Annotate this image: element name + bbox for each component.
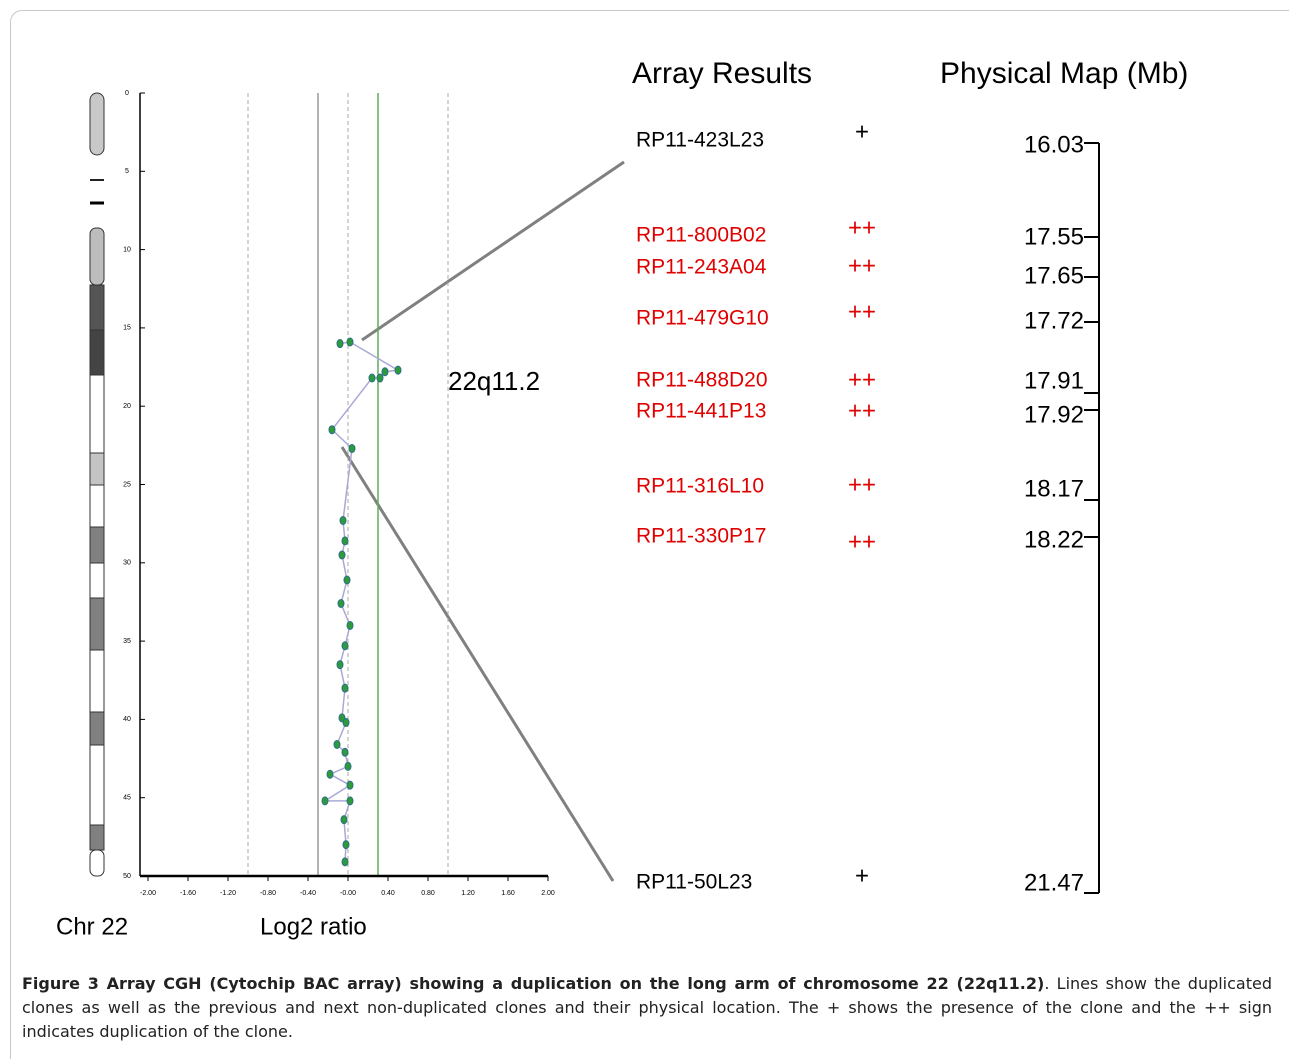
caption-text: . Lines show the duplicated clones as we…	[22, 974, 1273, 1041]
x-tick-label: -1.20	[220, 890, 236, 897]
y-tick-label: 35	[123, 638, 131, 645]
clone-name: RP11-50L23	[636, 871, 752, 894]
x-tick-label: -0.00	[340, 890, 356, 897]
data-point	[394, 365, 402, 375]
clone-result: +	[855, 118, 869, 145]
map-position: 17.92	[1024, 401, 1084, 428]
data-point	[376, 373, 384, 383]
data-point	[346, 337, 354, 347]
y-tick-label: 40	[123, 716, 131, 723]
y-tick-label: 10	[123, 246, 131, 253]
y-tick-label: 0	[125, 90, 129, 97]
clone-result: ++	[848, 298, 876, 325]
data-point	[348, 443, 356, 453]
chromosome-ideogram	[89, 92, 105, 877]
data-point	[368, 373, 376, 383]
data-point	[346, 620, 354, 630]
map-position: 18.22	[1024, 526, 1084, 553]
map-position: 17.91	[1024, 367, 1084, 394]
map-position: 18.17	[1024, 475, 1084, 502]
y-tick-label: 15	[123, 325, 131, 332]
map-position: 16.03	[1024, 131, 1084, 158]
clone-result: ++	[848, 397, 876, 424]
data-point	[340, 815, 348, 825]
data-point	[341, 857, 349, 867]
data-point	[336, 660, 344, 670]
data-point	[341, 536, 349, 546]
data-point	[342, 718, 350, 728]
y-tick-label: 50	[123, 873, 131, 880]
figure-frame	[10, 10, 1289, 1059]
x-tick-label: 1.20	[461, 890, 475, 897]
map-position: 17.72	[1024, 307, 1084, 334]
data-point	[346, 796, 354, 806]
data-point	[326, 769, 334, 779]
data-point	[333, 739, 341, 749]
callout-line	[340, 446, 615, 882]
y-tick-label: 25	[123, 481, 131, 488]
array-results-title: Array Results	[632, 57, 812, 90]
data-point	[336, 339, 344, 349]
clone-name: RP11-243A04	[636, 256, 767, 279]
clone-name: RP11-423L23	[636, 129, 764, 152]
chromosome-label: Chr 22	[56, 913, 128, 940]
data-point	[341, 683, 349, 693]
data-point	[337, 599, 345, 609]
y-tick-label: 20	[123, 403, 131, 410]
x-tick-label: -0.80	[260, 890, 276, 897]
map-position: 21.47	[1024, 869, 1084, 896]
clone-name: RP11-330P17	[636, 525, 766, 548]
x-tick-label: 2.00	[541, 890, 555, 897]
x-tick-label: -1.60	[180, 890, 196, 897]
clone-name: RP11-800B02	[636, 224, 766, 247]
data-point	[344, 761, 352, 771]
clone-name: RP11-441P13	[636, 400, 766, 423]
x-tick-label: 0.80	[421, 890, 435, 897]
data-point	[339, 516, 347, 526]
clone-name: RP11-479G10	[636, 307, 769, 330]
physical-map-title: Physical Map (Mb)	[940, 57, 1188, 90]
y-tick-label: 5	[125, 168, 129, 175]
data-line	[322, 341, 401, 862]
caption: Figure 3 Array CGH (Cytochip BAC array) …	[22, 972, 1272, 1044]
map-position: 17.55	[1024, 223, 1084, 250]
clone-name: RP11-316L10	[636, 475, 764, 498]
clone-name: RP11-488D20	[636, 369, 768, 392]
clone-result: ++	[848, 528, 876, 555]
x-tick-label: 1.60	[501, 890, 515, 897]
data-point	[346, 780, 354, 790]
data-point	[341, 747, 349, 757]
y-tick-label: 45	[123, 795, 131, 802]
data-point	[342, 840, 350, 850]
data-point	[343, 575, 351, 585]
x-tick-label: 0.40	[381, 890, 395, 897]
x-tick-label: -0.40	[300, 890, 316, 897]
data-point	[328, 425, 336, 435]
caption-title: Figure 3 Array CGH (Cytochip BAC array) …	[22, 974, 1045, 993]
callout-line	[361, 160, 625, 342]
data-point	[338, 550, 346, 560]
figure: Chr 22 Log2 ratio 22q11.2 Array Results …	[56, 57, 1188, 940]
x-axis-label: Log2 ratio	[260, 913, 367, 940]
x-tick-label: -2.00	[140, 890, 156, 897]
data-point	[381, 367, 389, 377]
map-position: 17.65	[1024, 262, 1084, 289]
clone-result: ++	[848, 366, 876, 393]
clone-result: ++	[848, 471, 876, 498]
clone-result: +	[855, 862, 869, 889]
data-point	[321, 796, 329, 806]
data-point	[341, 641, 349, 651]
clone-result: ++	[848, 214, 876, 241]
clone-result: ++	[848, 252, 876, 279]
y-tick-label: 30	[123, 560, 131, 567]
band-annotation: 22q11.2	[448, 366, 540, 396]
